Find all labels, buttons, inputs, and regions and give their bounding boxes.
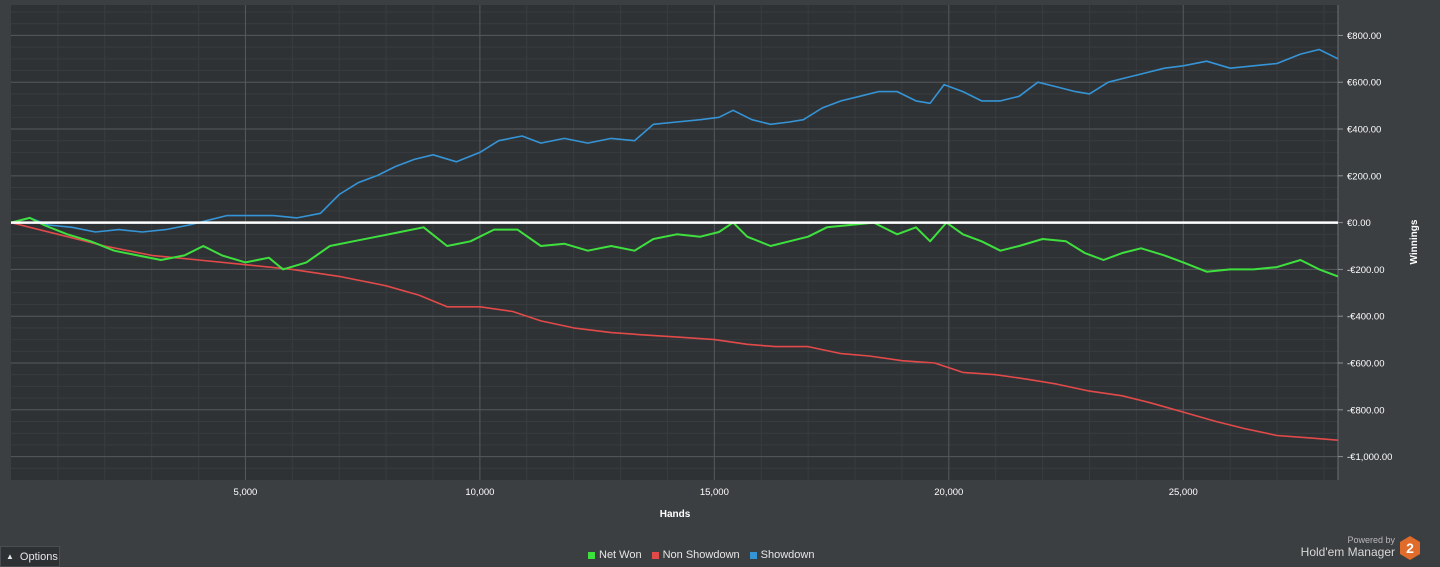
legend-swatch-net-won (588, 551, 595, 559)
y-tick-label: €600.00 (1347, 78, 1381, 89)
y-tick-label: €200.00 (1347, 171, 1381, 182)
chart-legend: Net Won Non Showdown Showdown (588, 548, 814, 562)
legend-item-net-won[interactable]: Net Won (588, 549, 642, 561)
x-axis-title: Hands (660, 509, 691, 520)
plot-area (11, 5, 1338, 480)
legend-label-net-won: Net Won (599, 549, 642, 561)
grid-lines (11, 5, 1338, 480)
series-lines (10, 48, 1339, 441)
legend-label-non-showdown: Non Showdown (662, 549, 740, 561)
series-line-net-won (10, 216, 1339, 278)
legend-item-showdown[interactable]: Showdown (749, 549, 815, 561)
product-name: Hold'em Manager (1300, 545, 1395, 560)
hem2-logo-icon: 2 (1400, 536, 1420, 560)
x-tick-label: 25,000 (1169, 487, 1198, 498)
y-axis-ticks: €800.00 €600.00 €400.00 €200.00 €0.00 -€200.0… (1338, 31, 1392, 463)
series-line-showdown (10, 48, 1339, 233)
x-tick-label: 5,000 (234, 487, 258, 498)
y-tick-label: €0.00 (1347, 218, 1371, 229)
x-axis-ticks: 5,000 10,000 15,000 20,000 25,000 (234, 487, 1198, 498)
legend-swatch-showdown (749, 551, 757, 559)
x-tick-label: 20,000 (934, 487, 963, 498)
legend-item-non-showdown[interactable]: Non Showdown (651, 549, 740, 561)
powered-by-branding: Powered by Hold'em Manager 2 (1301, 536, 1420, 560)
options-label: Options (19, 550, 58, 563)
chevron-up-icon: ▲ (6, 551, 14, 561)
options-button[interactable]: ▲ Options (0, 546, 60, 567)
y-tick-label: -€1,000.00 (1347, 452, 1392, 463)
x-tick-label: 15,000 (700, 487, 729, 498)
y-tick-label: €800.00 (1347, 31, 1381, 42)
legend-label-showdown: Showdown (760, 549, 815, 561)
y-tick-label: -€400.00 (1347, 312, 1385, 323)
y-tick-label: -€800.00 (1347, 405, 1385, 416)
legend-swatch-non-showdown (651, 551, 659, 559)
y-tick-label: €400.00 (1347, 125, 1381, 136)
y-axis-title: Winnings (1409, 219, 1420, 264)
powered-by-text: Powered by (1347, 535, 1395, 546)
series-line-non-showdown (10, 221, 1339, 441)
y-tick-label: -€600.00 (1347, 359, 1385, 370)
brand-text: Powered by Hold'em Manager (1301, 536, 1395, 559)
y-tick-label: -€200.00 (1347, 265, 1385, 276)
x-tick-label: 10,000 (465, 487, 494, 498)
